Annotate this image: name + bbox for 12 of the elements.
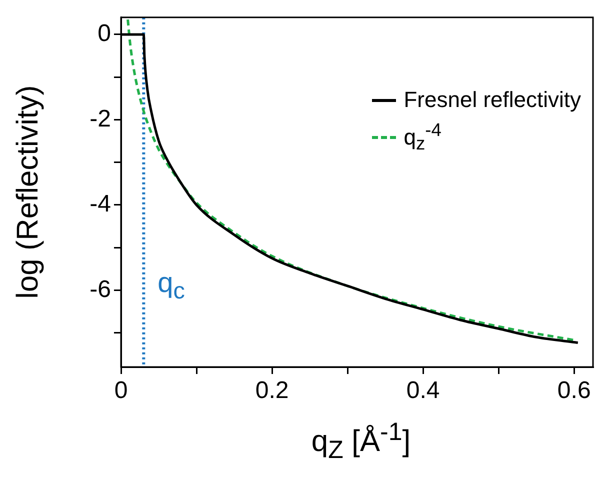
x-tick-label: 0 bbox=[114, 377, 128, 404]
x-tick-label: 0.6 bbox=[557, 377, 591, 404]
y-axis-title: log (Reflectivity) bbox=[11, 85, 46, 299]
y-tick-label: -2 bbox=[90, 105, 111, 132]
x-axis-title: q$_{Z}$ [Å$^{-1}$] bbox=[310, 418, 412, 465]
y-tick-label: 0 bbox=[98, 20, 111, 48]
y-tick-label: -4 bbox=[90, 190, 111, 218]
x-tick-label: 0.2 bbox=[255, 377, 289, 404]
legend-label: Fresnel reflectivity bbox=[404, 87, 581, 114]
ref-line-label: q$_{c}$ bbox=[158, 267, 185, 305]
y-tick-label: -6 bbox=[90, 276, 111, 303]
x-tick-label: 0.4 bbox=[406, 377, 440, 404]
